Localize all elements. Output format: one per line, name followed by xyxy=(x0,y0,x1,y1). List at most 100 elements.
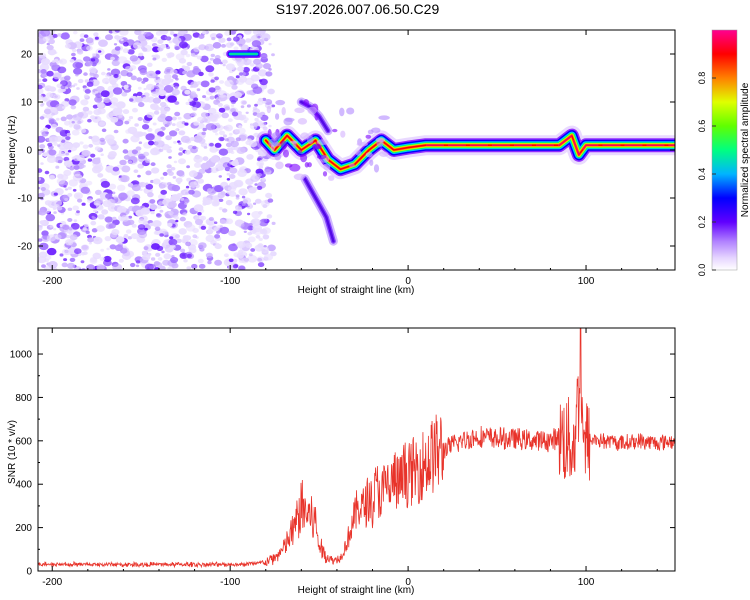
noise-speck xyxy=(137,86,142,90)
noise-speck xyxy=(243,257,249,262)
signal-blob xyxy=(284,117,295,122)
noise-speck xyxy=(157,39,164,44)
noise-speck xyxy=(72,205,79,211)
noise-speck xyxy=(92,104,98,109)
noise-speck xyxy=(75,73,79,77)
noise-speck xyxy=(174,101,180,105)
noise-speck xyxy=(85,37,94,44)
signal-blob xyxy=(283,149,289,158)
noise-speck xyxy=(52,33,58,38)
noise-speck xyxy=(73,67,83,75)
noise-speck xyxy=(107,68,111,71)
noise-speck xyxy=(89,67,97,74)
noise-speck xyxy=(168,40,173,44)
noise-speck xyxy=(261,121,267,126)
noise-speck xyxy=(39,144,46,149)
noise-speck xyxy=(224,138,229,142)
noise-speck xyxy=(50,107,58,113)
noise-speck xyxy=(177,116,182,120)
noise-speck xyxy=(60,85,66,90)
noise-speck xyxy=(200,162,210,170)
noise-speck xyxy=(77,49,84,55)
noise-speck xyxy=(96,86,105,93)
noise-speck xyxy=(184,198,190,204)
noise-speck xyxy=(46,44,54,51)
noise-speck xyxy=(248,253,253,257)
noise-speck xyxy=(68,99,77,106)
noise-speck xyxy=(70,222,80,230)
noise-speck xyxy=(215,122,220,127)
noise-speck xyxy=(85,230,90,234)
noise-speck xyxy=(220,181,229,188)
noise-speck xyxy=(71,84,76,88)
noise-speck xyxy=(227,185,237,193)
signal-blob xyxy=(375,137,386,143)
noise-speck xyxy=(219,226,230,235)
noise-speck xyxy=(69,234,78,241)
noise-speck xyxy=(38,84,43,90)
noise-speck xyxy=(189,85,194,89)
noise-speck xyxy=(241,195,246,199)
noise-speck xyxy=(63,156,70,162)
noise-speck xyxy=(51,112,55,116)
noise-speck xyxy=(68,144,78,152)
noise-speck xyxy=(233,146,239,151)
noise-speck xyxy=(163,253,172,260)
noise-speck xyxy=(38,209,47,216)
signal-blob xyxy=(316,139,329,146)
signal-blob xyxy=(378,115,390,120)
noise-speck xyxy=(228,243,238,252)
noise-speck xyxy=(207,61,212,64)
noise-speck xyxy=(108,151,117,158)
noise-speck xyxy=(78,253,82,256)
noise-speck xyxy=(185,185,190,189)
noise-speck xyxy=(252,224,263,233)
noise-speck xyxy=(88,136,93,139)
noise-speck xyxy=(134,123,139,127)
noise-speck xyxy=(53,73,62,80)
noise-speck xyxy=(260,33,271,41)
noise-speck xyxy=(64,188,69,191)
chart-title: S197.2026.007.06.50.C29 xyxy=(275,1,440,17)
noise-speck xyxy=(249,141,258,148)
noise-speck xyxy=(260,114,269,121)
noise-speck xyxy=(135,146,142,151)
noise-speck xyxy=(151,243,160,250)
noise-speck xyxy=(93,73,99,79)
noise-speck xyxy=(117,184,126,191)
noise-speck xyxy=(171,123,176,127)
noise-speck xyxy=(65,239,74,246)
noise-speck xyxy=(191,30,197,33)
noise-speck xyxy=(166,164,172,169)
noise-speck xyxy=(159,233,164,237)
noise-speck xyxy=(180,197,185,201)
noise-speck xyxy=(117,205,127,214)
noise-speck xyxy=(206,229,213,235)
noise-speck xyxy=(232,210,238,214)
noise-speck xyxy=(200,80,210,88)
noise-speck xyxy=(73,30,78,35)
noise-speck xyxy=(247,254,258,263)
noise-speck xyxy=(101,71,106,76)
noise-speck xyxy=(126,190,135,197)
noise-speck xyxy=(113,129,119,134)
noise-speck xyxy=(110,116,119,123)
noise-speck xyxy=(60,116,67,122)
noise-speck xyxy=(92,236,103,245)
noise-speck xyxy=(217,160,224,166)
noise-speck xyxy=(235,75,240,79)
noise-speck xyxy=(81,164,86,168)
noise-speck xyxy=(268,68,272,71)
signal-blob xyxy=(365,152,373,158)
noise-speck xyxy=(162,171,168,176)
noise-speck xyxy=(67,149,72,153)
noise-speck xyxy=(197,138,206,144)
noise-speck xyxy=(180,248,186,253)
y-tick-label: 0 xyxy=(26,146,32,157)
noise-speck xyxy=(169,236,174,240)
noise-speck xyxy=(150,257,156,261)
noise-speck xyxy=(41,264,46,268)
noise-speck xyxy=(265,192,273,199)
noise-speck xyxy=(157,78,164,84)
noise-speck xyxy=(198,34,205,39)
